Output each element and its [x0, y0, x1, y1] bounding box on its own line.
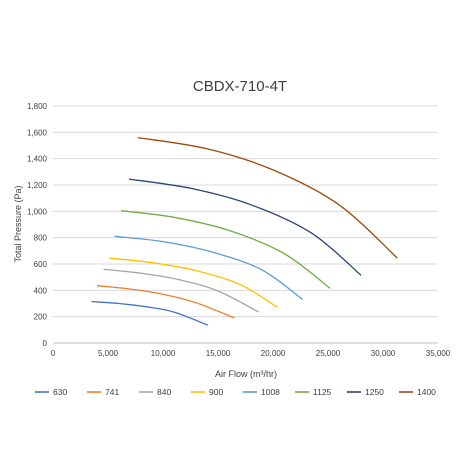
- y-axis-ticks: 0 200 400 600 800 1,000 1,200 1,400 1,600 1,800: [27, 102, 48, 348]
- y-tick-label: 1,800: [27, 102, 48, 111]
- y-tick-label: 1,000: [27, 207, 48, 216]
- legend-label-741: 741: [105, 387, 119, 397]
- series-lines: [91, 136, 398, 326]
- y-tick-label: 1,600: [27, 128, 48, 137]
- y-tick-label: 800: [34, 234, 48, 243]
- series-line-1250: [128, 178, 362, 276]
- legend-label-1008: 1008: [261, 387, 280, 397]
- legend-label-840: 840: [157, 387, 171, 397]
- y-tick-label: 200: [34, 313, 48, 322]
- series-line-741: [96, 285, 235, 319]
- x-axis-label: Air Flow (m³/hr): [215, 369, 277, 379]
- x-axis-ticks: 0 5,000 10,000 15,000 20,000 25,000 30,000 35,0…: [51, 349, 451, 358]
- series-line-1008: [114, 235, 304, 301]
- y-tick-label: 0: [43, 339, 48, 348]
- series-line-1400: [137, 136, 398, 259]
- x-tick-label: 0: [51, 349, 56, 358]
- legend-label-1125: 1125: [313, 387, 332, 397]
- y-tick-label: 400: [34, 286, 48, 295]
- x-tick-label: 15,000: [206, 349, 231, 358]
- x-tick-label: 30,000: [371, 349, 396, 358]
- y-tick-label: 1,200: [27, 181, 48, 190]
- y-axis-label: Total Pressure (Pa): [13, 185, 23, 262]
- legend-label-630: 630: [53, 387, 67, 397]
- x-tick-label: 35,000: [426, 349, 451, 358]
- legend: 630 741 840 900 1008 1125 1250 1400: [35, 387, 436, 397]
- legend-label-900: 900: [209, 387, 223, 397]
- series-line-900: [109, 257, 278, 308]
- legend-label-1250: 1250: [365, 387, 384, 397]
- series-line-840: [103, 268, 260, 313]
- x-tick-label: 20,000: [261, 349, 286, 358]
- x-tick-label: 25,000: [316, 349, 341, 358]
- legend-label-1400: 1400: [417, 387, 436, 397]
- series-line-630: [91, 300, 209, 326]
- x-tick-label: 10,000: [151, 349, 176, 358]
- gridlines: [53, 105, 438, 318]
- chart-title: CBDX-710-4T: [193, 78, 287, 95]
- y-tick-label: 600: [34, 260, 48, 269]
- y-tick-label: 1,400: [27, 155, 48, 164]
- series-line-1125: [121, 210, 331, 289]
- x-tick-label: 5,000: [98, 349, 119, 358]
